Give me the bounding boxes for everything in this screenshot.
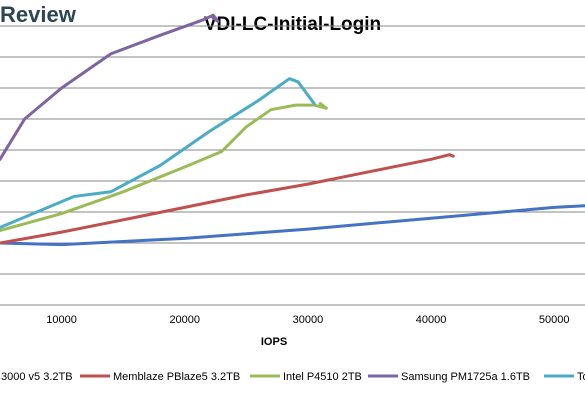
x-tick-label: 20000 (169, 314, 200, 326)
series-line (0, 153, 455, 245)
chart-title: VDI-LC-Initial-Login (203, 14, 382, 35)
legend-label: 3000 v5 3.2TB (1, 371, 73, 383)
series-line (0, 13, 220, 161)
series-line (0, 204, 585, 247)
legend-label: Tos (577, 371, 585, 383)
series-line (0, 77, 316, 229)
series-line (0, 102, 328, 233)
legend-label: Intel P4510 2TB (283, 371, 362, 383)
legend-label: Samsung PM1725a 1.6TB (401, 371, 530, 383)
x-tick-label: 10000 (46, 314, 77, 326)
x-tick-label: 40000 (416, 314, 447, 326)
x-tick-label: 30000 (293, 314, 324, 326)
x-tick-label: 50000 (539, 314, 570, 326)
legend-label: Memblaze PBlaze5 3.2TB (113, 371, 240, 383)
watermark-logo: Review (0, 2, 76, 27)
x-axis-title: IOPS (261, 336, 287, 348)
